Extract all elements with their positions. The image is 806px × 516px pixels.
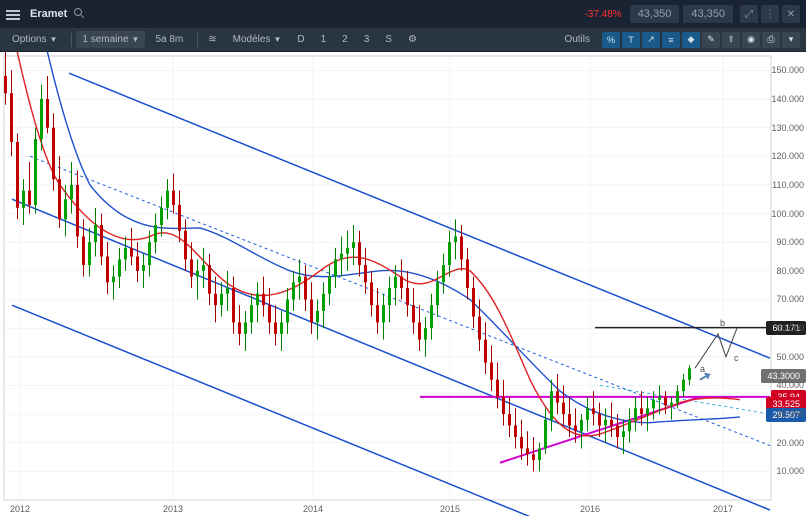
tool-brush-icon[interactable]: ✎ (702, 32, 720, 48)
y-axis-label: 10.000 (776, 466, 804, 476)
timeframe-dropdown[interactable]: 1 semaine▼ (76, 31, 145, 48)
tf-1-button[interactable]: 1 (315, 31, 333, 48)
x-axis-label: 2013 (163, 504, 183, 514)
price-display-2: 43,350 (683, 5, 733, 23)
tf-s-button[interactable]: S (379, 31, 398, 48)
tf-3-button[interactable]: 3 (358, 31, 376, 48)
search-icon[interactable] (73, 7, 85, 22)
x-axis-label: 2016 (580, 504, 600, 514)
tool-more-icon[interactable]: ▾ (782, 32, 800, 48)
y-axis-label: 30.000 (776, 409, 804, 419)
x-axis-label: 2012 (10, 504, 30, 514)
expand-icon[interactable]: ⤢ (740, 5, 758, 23)
period-display[interactable]: 5a 8m (149, 31, 189, 48)
tool-fib-icon[interactable]: ≡ (662, 32, 680, 48)
percent-change: -37.48% (584, 9, 621, 20)
wave-label: c (734, 353, 739, 363)
tool-trend-icon[interactable]: ↗ (642, 32, 660, 48)
tool-print-icon[interactable]: ⎙ (762, 32, 780, 48)
y-axis-label: 70.000 (776, 294, 804, 304)
tool-camera-icon[interactable]: ◉ (742, 32, 760, 48)
tf-2-button[interactable]: 2 (336, 31, 354, 48)
y-axis-label: 20.000 (776, 438, 804, 448)
y-axis-label: 90.000 (776, 237, 804, 247)
y-axis-label: 120.000 (771, 151, 804, 161)
toolbar: Options▼ 1 semaine▼ 5a 8m ≋ Modèles▼ D 1… (0, 28, 806, 52)
y-axis-label: 40.000 (776, 380, 804, 390)
y-axis-label: 130.000 (771, 123, 804, 133)
x-axis-label: 2014 (303, 504, 323, 514)
y-axis-label: 150.000 (771, 65, 804, 75)
y-axis-label: 50.000 (776, 352, 804, 362)
y-axis-label: 80.000 (776, 266, 804, 276)
tool-share-icon[interactable]: ⇪ (722, 32, 740, 48)
wave-label: a (700, 364, 705, 374)
tool-percent-icon[interactable]: % (602, 32, 620, 48)
settings-icon[interactable]: ⋮ (761, 5, 779, 23)
wave-label: b (720, 318, 725, 328)
tools-label: Outils (558, 31, 596, 48)
y-axis-label: 110.000 (772, 180, 804, 190)
menu-icon[interactable] (6, 8, 22, 20)
y-axis-label: 140.000 (771, 94, 804, 104)
models-dropdown[interactable]: Modèles▼ (227, 31, 288, 48)
tool-text-icon[interactable]: T (622, 32, 640, 48)
chart-svg (0, 52, 806, 516)
top-bar: Eramet -37.48% 43,350 43,350 ⤢ ⋮ ✕ (0, 0, 806, 28)
x-axis-label: 2015 (440, 504, 460, 514)
options-dropdown[interactable]: Options▼ (6, 31, 63, 48)
gear-icon[interactable]: ⚙ (402, 31, 423, 48)
close-icon[interactable]: ✕ (782, 5, 800, 23)
y-axis-label: 60.000 (776, 323, 804, 333)
price-display-1: 43,350 (630, 5, 680, 23)
compare-icon[interactable]: ≋ (202, 31, 222, 48)
x-axis-label: 2017 (713, 504, 733, 514)
chart-area[interactable]: 60.17143.300035.9433.52529.507 abc 10.00… (0, 52, 806, 516)
tf-d-button[interactable]: D (291, 31, 310, 48)
y-axis-label: 100.000 (771, 209, 804, 219)
tool-marker-icon[interactable]: ◆ (682, 32, 700, 48)
symbol-name: Eramet (30, 8, 67, 20)
